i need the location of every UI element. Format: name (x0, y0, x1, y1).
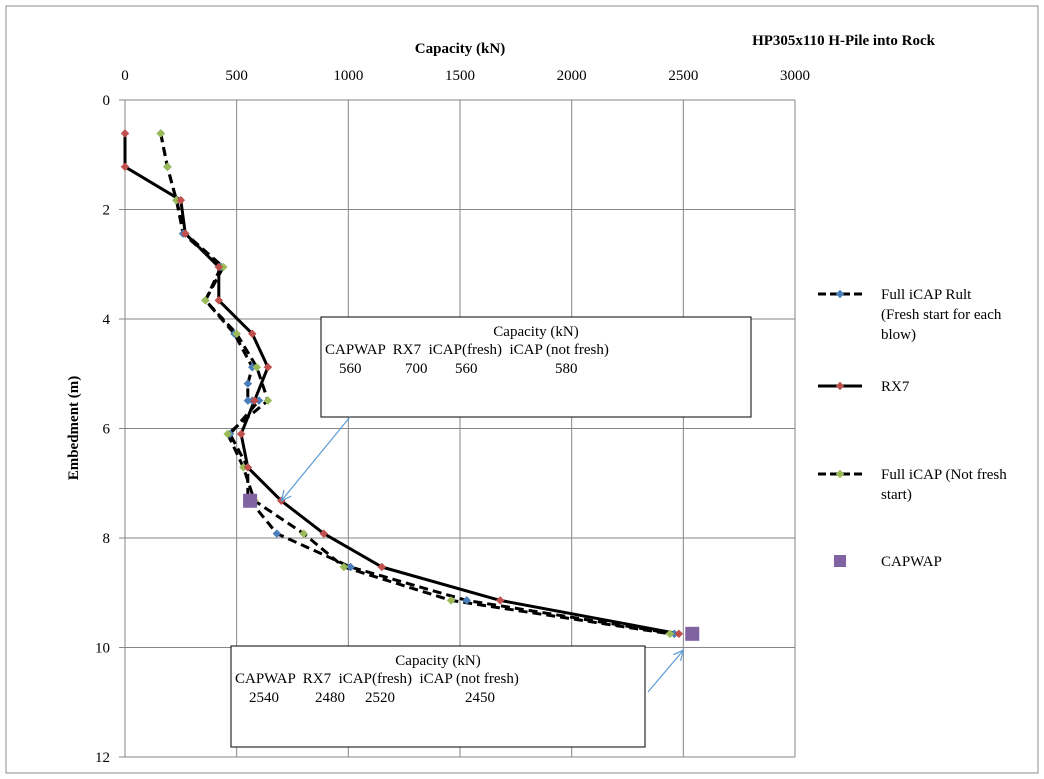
callout-header: CAPWAP RX7 iCAP(fresh) iCAP (not fresh) (235, 671, 519, 687)
data-point (272, 529, 282, 538)
legend-label: start) (881, 487, 912, 503)
y-tick-label: 10 (95, 641, 110, 657)
y-tick-label: 12 (95, 750, 110, 766)
y-axis-title: Embedment (m) (66, 376, 82, 481)
series-line-group (123, 133, 680, 636)
data-point (263, 362, 273, 372)
series-markers (120, 129, 684, 639)
data-point (201, 296, 210, 305)
data-point (236, 429, 246, 439)
data-point (462, 596, 472, 605)
series-line (123, 133, 680, 636)
data-point (243, 379, 253, 388)
x-tick-label: 500 (225, 68, 248, 84)
callout-box: Capacity (kN) CAPWAP RX7 iCAP(fresh) iCAP… (280, 316, 752, 502)
x-tick-label: 2000 (557, 68, 587, 84)
legend-label: blow) (881, 327, 916, 343)
data-point (674, 629, 684, 639)
capwap-point (243, 493, 258, 508)
data-point (250, 396, 259, 405)
legend-marker (834, 555, 846, 567)
data-point (665, 629, 675, 639)
callout-value: 2540 (249, 690, 279, 706)
callout-arrowhead (673, 649, 685, 662)
data-point (252, 362, 262, 372)
y-tick-label: 6 (103, 422, 111, 438)
legend-marker (835, 289, 845, 299)
data-point (446, 596, 456, 605)
legend-entry: RX7 (818, 379, 910, 395)
callout-title: Capacity (kN) (395, 653, 480, 669)
y-tick-label: 4 (103, 312, 111, 328)
legend-label: RX7 (881, 379, 910, 395)
x-tick-label: 3000 (780, 68, 810, 84)
callout-value: 2450 (465, 690, 495, 706)
callouts: Capacity (kN) CAPWAP RX7 iCAP(fresh) iCAP… (230, 316, 752, 748)
data-point (214, 262, 224, 272)
data-point (120, 129, 130, 138)
data-point (232, 329, 242, 339)
x-tick-label: 2500 (668, 68, 698, 84)
data-point (156, 129, 166, 138)
data-point (319, 529, 329, 538)
callout-border (320, 316, 752, 418)
series-markers (243, 493, 700, 641)
callout-arrow (280, 416, 351, 502)
legend-entry: CAPWAP (834, 554, 942, 570)
data-point (339, 562, 349, 572)
data-point (377, 562, 387, 572)
legend-marker (835, 469, 845, 479)
callout-value: 580 (555, 361, 578, 377)
callout-title: Capacity (kN) (493, 324, 578, 340)
callout-value: 560 (455, 361, 478, 377)
callout-value: 560 (339, 361, 362, 377)
x-tick-label: 0 (121, 68, 129, 84)
y-tick-label: 8 (103, 531, 111, 547)
data-point (299, 529, 309, 538)
callout-header: CAPWAP RX7 iCAP(fresh) iCAP (not fresh) (325, 342, 609, 358)
data-point (120, 162, 130, 172)
tick-labels: 0 500 1000 1500 2000 2500 3000 0 2 4 6 8 10 12 (95, 68, 810, 766)
legend: Full iCAP Rult (Fresh start for each blow)… (818, 287, 1007, 570)
data-point (346, 562, 355, 572)
callout-value: 700 (405, 361, 428, 377)
legend-label: (Fresh start for each (881, 307, 1002, 323)
legend-label: Full iCAP Rult (881, 287, 972, 303)
callout-box: Capacity (kN) CAPWAP RX7 iCAP(fresh) iCAP… (230, 645, 685, 748)
callout-arrowhead (280, 489, 292, 502)
callout-value: 2520 (365, 690, 395, 706)
x-tick-label: 1000 (333, 68, 363, 84)
legend-label: CAPWAP (881, 554, 942, 570)
y-tick-label: 2 (103, 203, 111, 219)
legend-entry: Full iCAP (Not fresh start) (818, 467, 1007, 503)
capwap-point (685, 626, 700, 641)
x-tick-label: 1500 (445, 68, 475, 84)
callout-arrow (647, 649, 684, 693)
data-point (247, 329, 257, 339)
data-point (223, 429, 233, 439)
data-point (176, 195, 186, 205)
legend-marker (835, 381, 845, 391)
y-tick-label: 0 (103, 93, 111, 109)
data-point (214, 296, 224, 305)
data-point (163, 162, 172, 172)
callout-border (230, 645, 646, 748)
data-point (243, 463, 253, 472)
series-layer (120, 129, 700, 641)
legend-entry: Full iCAP Rult (Fresh start for each blow) (818, 287, 1002, 343)
chart-title: HP305x110 H-Pile into Rock (752, 33, 936, 49)
data-point (180, 229, 190, 238)
data-point (263, 396, 273, 405)
callout-value: 2480 (315, 690, 345, 706)
legend-label: Full iCAP (Not fresh (881, 467, 1007, 483)
x-axis-title: Capacity (kN) (415, 41, 505, 57)
data-point (495, 596, 505, 605)
